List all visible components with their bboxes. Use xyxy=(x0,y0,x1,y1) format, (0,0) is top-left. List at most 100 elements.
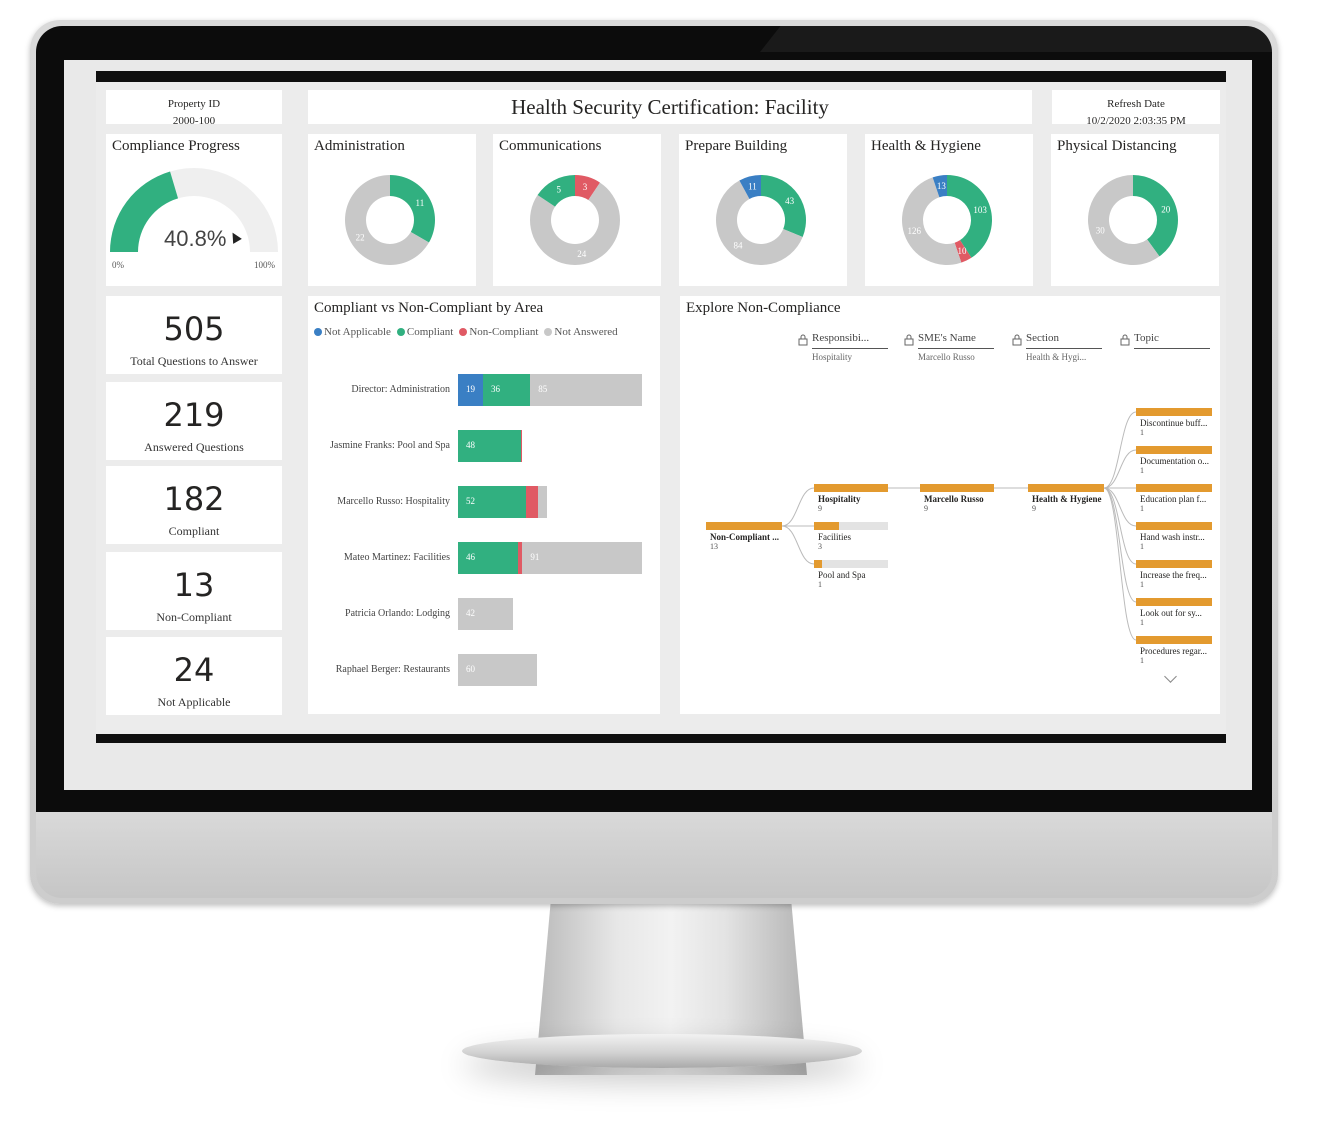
gauge-fill xyxy=(110,171,179,252)
donut-slice[interactable] xyxy=(739,175,761,199)
bar-segment[interactable] xyxy=(530,374,642,406)
tree-link xyxy=(1103,411,1137,489)
kpi-value: 13 xyxy=(173,566,215,604)
tree-node[interactable]: Facilities 3 xyxy=(814,522,888,552)
bar-segment[interactable] xyxy=(482,374,531,406)
property-id-label: Property ID xyxy=(167,98,221,110)
tree-level-header[interactable]: SME's Name Marcello Russo xyxy=(904,332,1004,366)
tree-node-bar xyxy=(814,484,888,492)
bar-segment[interactable] xyxy=(458,486,527,518)
compliance-progress-card[interactable]: Compliance Progress 40.8% 0% 100% xyxy=(106,134,282,286)
tree-node-bar xyxy=(706,522,782,530)
bar-value-label: 19 xyxy=(466,384,475,394)
donut-title: Administration xyxy=(314,138,405,154)
donut-slice[interactable] xyxy=(537,175,575,207)
bar-segment[interactable] xyxy=(458,654,537,686)
report-footer xyxy=(64,743,1252,790)
bar-value-label: 85 xyxy=(538,384,548,394)
explore-non-compliance-tree[interactable]: Explore Non-Compliance Responsibi... Hosp… xyxy=(680,296,1220,714)
donut-slice[interactable] xyxy=(932,175,947,198)
gauge-max-label: 100% xyxy=(254,260,275,270)
legend-item[interactable]: Not Applicable xyxy=(314,326,391,338)
donut-slice[interactable] xyxy=(716,180,803,265)
donut-slice[interactable] xyxy=(345,175,429,265)
bar-category-label: Jasmine Franks: Pool and Spa xyxy=(330,440,450,451)
tree-node[interactable]: Pool and Spa 1 xyxy=(814,560,888,590)
bar-row[interactable]: Marcello Russo: Hospitality 52 xyxy=(308,486,660,518)
monitor-stand-base xyxy=(462,1034,862,1068)
bar-row[interactable]: Raphael Berger: Restaurants 60 xyxy=(308,654,660,686)
compliance-by-area-chart[interactable]: Compliant vs Non-Compliant by Area Not A… xyxy=(308,296,660,714)
tree-node[interactable]: Hand wash instr... 1 xyxy=(1136,522,1212,552)
kpi-card[interactable]: 505 Total Questions to Answer xyxy=(106,296,282,374)
donut-card[interactable]: Communications 3 24 5 xyxy=(493,134,661,286)
tree-level-header[interactable]: Topic xyxy=(1120,332,1220,366)
tree-node[interactable]: Hospitality 9 xyxy=(814,484,888,514)
tree-node[interactable]: Increase the freq... 1 xyxy=(1136,560,1212,590)
donut-slice[interactable] xyxy=(530,182,620,265)
tree-node-bar xyxy=(920,484,994,492)
tree-node[interactable]: Marcello Russo 9 xyxy=(920,484,994,514)
bar-row[interactable]: Patricia Orlando: Lodging 42 xyxy=(308,598,660,630)
kpi-card[interactable]: 24 Not Applicable xyxy=(106,637,282,715)
tree-node-label: Hospitality xyxy=(818,494,861,504)
tree-node[interactable]: Health & Hygiene 9 xyxy=(1028,484,1104,514)
donut-chart: 103 10 126 13 xyxy=(902,175,992,265)
tree-node[interactable]: Procedures regar... 1 xyxy=(1136,636,1212,666)
donut-title: Prepare Building xyxy=(685,138,788,154)
tree-node[interactable]: Look out for sy... 1 xyxy=(1136,598,1212,628)
screen: Property ID 2000-100 Health Security Cer… xyxy=(64,60,1252,790)
donut-chart: 3 24 5 xyxy=(530,175,620,265)
donut-card[interactable]: Physical Distancing 20 30 xyxy=(1051,134,1219,286)
donut-slice[interactable] xyxy=(575,175,601,201)
legend-item[interactable]: Not Answered xyxy=(544,326,618,338)
bar-segment[interactable] xyxy=(522,542,642,574)
bar-row[interactable]: Jasmine Franks: Pool and Spa 48 xyxy=(308,430,660,462)
refresh-date-value: 10/2/2020 2:03:35 PM xyxy=(1086,115,1186,127)
tree-node-value: 3 xyxy=(818,542,822,551)
bar-segment[interactable] xyxy=(458,374,483,406)
donut-chart: 43 84 11 xyxy=(716,175,806,265)
tree-link xyxy=(1103,487,1137,565)
bar-segment[interactable] xyxy=(458,598,514,630)
bar-row[interactable]: Mateo Martinez: Facilities 46 91 xyxy=(308,542,660,574)
bar-segment[interactable] xyxy=(526,486,539,518)
donut-slice[interactable] xyxy=(390,175,435,243)
donut-slice-label: 3 xyxy=(583,182,588,192)
bar-segment[interactable] xyxy=(518,542,523,574)
donut-slice[interactable] xyxy=(761,175,806,237)
tree-node[interactable]: Discontinue buff... 1 xyxy=(1136,408,1212,438)
donut-chart: 11 22 xyxy=(345,175,435,265)
donut-slice[interactable] xyxy=(947,175,992,258)
donut-slice[interactable] xyxy=(954,240,972,263)
bar-segment[interactable] xyxy=(458,542,519,574)
donut-card[interactable]: Prepare Building 43 84 11 xyxy=(679,134,847,286)
legend-item[interactable]: Non-Compliant xyxy=(459,326,538,338)
kpi-card[interactable]: 219 Answered Questions xyxy=(106,382,282,460)
bar-segment[interactable] xyxy=(521,430,523,462)
bar-segment[interactable] xyxy=(458,430,522,462)
legend-item[interactable]: Compliant xyxy=(396,326,453,338)
bar-segment[interactable] xyxy=(538,486,548,518)
donut-card[interactable]: Health & Hygiene 103 10 126 13 xyxy=(865,134,1033,286)
tree-link xyxy=(1103,449,1137,489)
tree-node[interactable]: Non-Compliant ... 13 xyxy=(706,522,782,552)
tree-level-underline xyxy=(918,348,994,349)
bar-value-label: 60 xyxy=(466,664,475,674)
title-card: Health Security Certification: Facility xyxy=(308,90,1032,124)
kpi-card[interactable]: 182 Compliant xyxy=(106,466,282,544)
tree-node[interactable]: Documentation o... 1 xyxy=(1136,446,1212,476)
tree-level-header[interactable]: Responsibi... Hospitality xyxy=(798,332,898,366)
tree-node[interactable]: Education plan f... 1 xyxy=(1136,484,1212,514)
tree-node-value: 1 xyxy=(818,580,822,589)
donut-slice[interactable] xyxy=(902,177,962,265)
donut-slice[interactable] xyxy=(1088,175,1160,265)
kpi-card[interactable]: 13 Non-Compliant xyxy=(106,552,282,630)
bar-row[interactable]: Director: Administration 19 36 85 xyxy=(308,374,660,406)
bar-category-label: Patricia Orlando: Lodging xyxy=(345,608,450,619)
bar-chart-title: Compliant vs Non-Compliant by Area xyxy=(314,300,544,316)
donut-slice[interactable] xyxy=(1133,175,1178,257)
tree-level-header[interactable]: Section Health & Hygi... xyxy=(1012,332,1112,366)
tree-node-bar xyxy=(1136,408,1212,416)
donut-card[interactable]: Administration 11 22 xyxy=(308,134,476,286)
